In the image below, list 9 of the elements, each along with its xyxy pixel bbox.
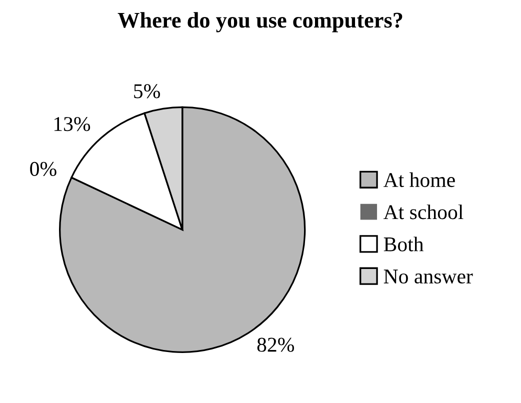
legend-label: At school: [383, 204, 464, 220]
legend-label: No answer: [384, 270, 473, 284]
legend-label: At home: [383, 172, 455, 188]
text: 0%: [30, 162, 56, 176]
data-label: 13%: [54, 117, 90, 132]
data-label: 5%: [134, 84, 160, 98]
chart-title: Where do you use computers?: [118, 12, 402, 32]
data-label: 82%: [257, 338, 294, 352]
legend-label: Both: [384, 236, 424, 252]
